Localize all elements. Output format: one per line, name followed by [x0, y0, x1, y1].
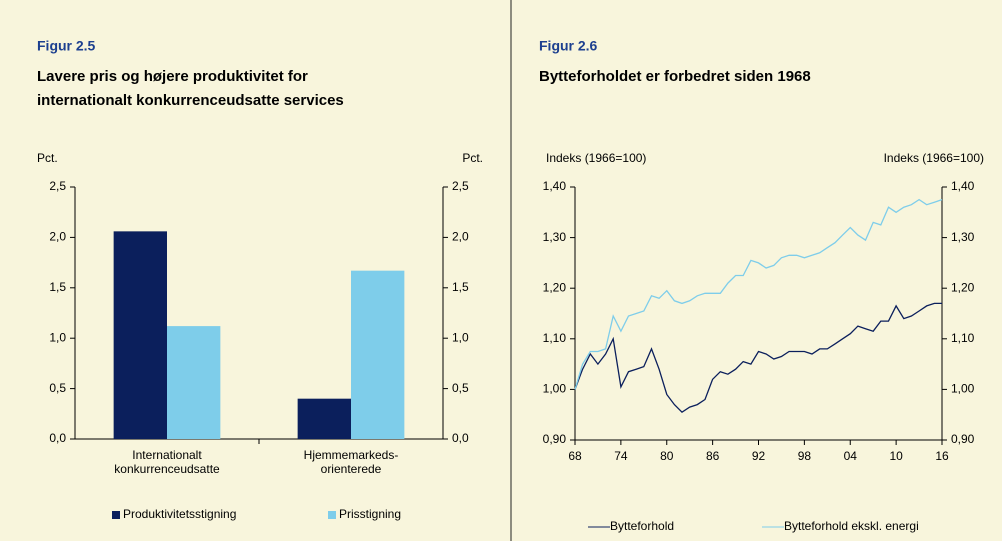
x-tick-label: 68: [568, 449, 582, 463]
chart-title: Lavere pris og højere produktivitet for: [37, 68, 308, 85]
y-axis-label: Indeks (1966=100): [546, 151, 646, 165]
y2-tick-label: 2,0: [452, 230, 469, 244]
x-tick-label: 80: [660, 449, 674, 463]
y-tick-label: 0,5: [49, 381, 66, 395]
y-tick-label: 0,0: [49, 431, 66, 445]
legend-label: Bytteforhold ekskl. energi: [784, 519, 919, 533]
x-tick-label: 98: [798, 449, 812, 463]
figure-label: Figur 2.6: [539, 38, 598, 54]
y2-tick-label: 1,10: [951, 331, 975, 345]
y2-axis-label: Pct.: [462, 151, 483, 165]
y2-tick-label: 1,00: [951, 382, 975, 396]
y2-tick-label: 0,90: [951, 432, 975, 446]
x-tick-label: 10: [889, 449, 903, 463]
y2-tick-label: 1,0: [452, 330, 469, 344]
y-tick-label: 1,30: [543, 230, 567, 244]
legend-swatch: [328, 511, 336, 519]
x-tick-label: 16: [935, 449, 949, 463]
y-axis-label: Pct.: [37, 151, 58, 165]
legend-swatch: [112, 511, 120, 519]
line: [574, 302, 942, 414]
bar: [113, 231, 167, 439]
x-tick-label: 92: [752, 449, 766, 463]
legend-label: Bytteforhold: [610, 519, 674, 533]
y2-axis-label: Indeks (1966=100): [884, 151, 984, 165]
chart-title: internationalt konkurrenceudsatte servic…: [37, 92, 344, 109]
y-tick-label: 0,90: [543, 432, 567, 446]
x-tick-label: 04: [844, 449, 858, 463]
chart-title: Bytteforholdet er forbedret siden 1968: [539, 68, 811, 85]
y-tick-label: 1,5: [49, 280, 66, 294]
x-tick-label: 74: [614, 449, 628, 463]
y-tick-label: 1,40: [543, 179, 567, 193]
bar: [297, 398, 351, 439]
x-tick-label: Internationalt: [132, 448, 202, 462]
x-tick-label: 86: [706, 449, 720, 463]
x-tick-label: Hjemmemarkeds-: [304, 448, 399, 462]
x-tick-label: orienterede: [321, 462, 382, 476]
y-tick-label: 1,00: [543, 382, 567, 396]
bar: [167, 326, 221, 439]
y-tick-label: 2,0: [49, 230, 66, 244]
y-tick-label: 1,10: [543, 331, 567, 345]
x-tick-label: konkurrenceudsatte: [114, 462, 220, 476]
figure-label: Figur 2.5: [37, 38, 96, 54]
y-tick-label: 2,5: [49, 179, 66, 193]
legend-label: Prisstigning: [339, 507, 401, 521]
y2-tick-label: 1,5: [452, 280, 469, 294]
line: [574, 198, 943, 390]
y2-tick-label: 2,5: [452, 179, 469, 193]
y-tick-label: 1,0: [49, 330, 66, 344]
y2-tick-label: 0,5: [452, 381, 469, 395]
y2-tick-label: 0,0: [452, 431, 469, 445]
y2-tick-label: 1,30: [951, 230, 975, 244]
y2-tick-label: 1,40: [951, 179, 975, 193]
y2-tick-label: 1,20: [951, 280, 975, 294]
y-tick-label: 1,20: [543, 280, 567, 294]
bar: [351, 270, 405, 439]
legend-label: Produktivitetsstigning: [123, 507, 236, 521]
